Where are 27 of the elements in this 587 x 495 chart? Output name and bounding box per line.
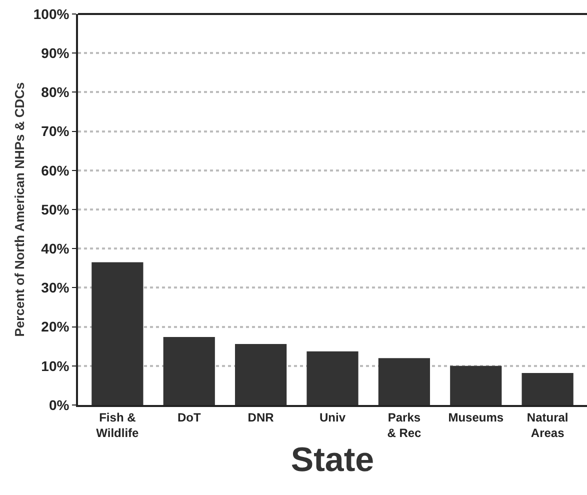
y-tick-label: 60% — [41, 162, 70, 178]
x-tick-label: Parks & Rec — [387, 410, 422, 440]
bar — [163, 336, 215, 405]
x-tick-label: Fish & Wildlife — [96, 410, 140, 440]
bar — [450, 366, 502, 405]
x-tick-label: Natural Areas — [526, 410, 568, 440]
bar — [378, 358, 430, 405]
y-tick-label: 100% — [33, 6, 70, 22]
y-tick-label: 10% — [41, 358, 70, 374]
y-tick-label: 20% — [41, 318, 70, 335]
x-tick-label: Museums — [448, 410, 504, 424]
bar — [235, 344, 287, 405]
y-tick-label: 90% — [41, 45, 70, 61]
x-axis-title: State — [290, 440, 374, 479]
y-tick-label: 70% — [41, 123, 70, 140]
y-tick-label: 80% — [41, 84, 70, 100]
y-tick-label: 50% — [41, 201, 70, 218]
y-axis-title: Percent of North American NHPs & CDCs — [12, 82, 27, 337]
bar — [306, 351, 358, 405]
x-tick-label: Univ — [319, 410, 346, 424]
x-tick-label: DNR — [248, 410, 274, 424]
bar — [522, 372, 574, 405]
y-tick-label: 0% — [48, 396, 70, 413]
y-tick-label: 30% — [41, 280, 70, 296]
x-tick-label: DoT — [177, 410, 202, 424]
y-tick-label: 40% — [41, 240, 70, 256]
bar — [92, 262, 144, 405]
